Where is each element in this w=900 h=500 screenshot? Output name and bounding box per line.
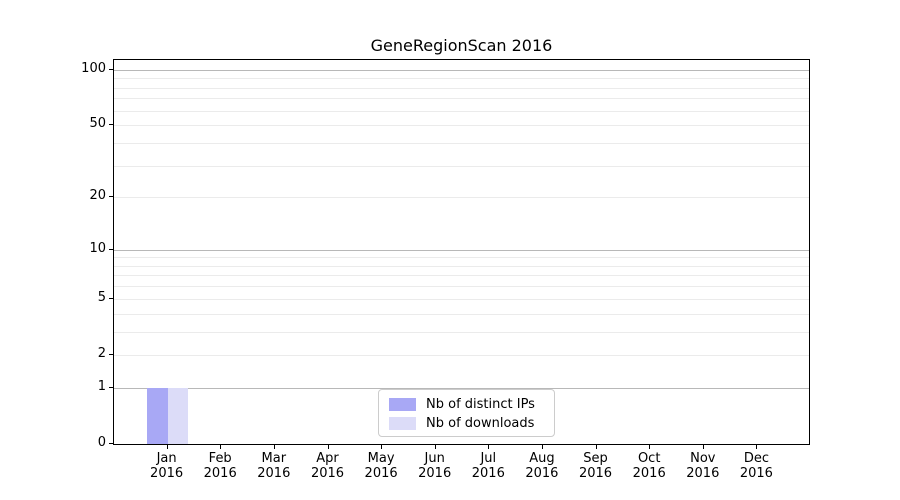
x-tick-mark — [756, 445, 758, 449]
bar-distinct-ips — [147, 387, 168, 444]
y-tick-mark — [109, 248, 113, 250]
legend-swatch-distinct-ips — [389, 398, 416, 411]
x-tick-label: Aug 2016 — [502, 451, 582, 481]
y-tick-label: 2 — [97, 345, 106, 361]
x-tick-label: Mar 2016 — [234, 451, 314, 481]
legend-label-downloads: Nb of downloads — [426, 416, 535, 431]
x-tick-month: May — [367, 451, 395, 466]
x-tick-year: 2016 — [686, 466, 720, 481]
x-tick-mark — [273, 445, 275, 449]
x-tick-label: Nov 2016 — [663, 451, 743, 481]
x-tick-year: 2016 — [257, 466, 291, 481]
x-tick-year: 2016 — [310, 466, 345, 481]
x-tick-year: 2016 — [364, 466, 398, 481]
x-tick-mark — [220, 445, 222, 449]
x-tick-label: Jul 2016 — [448, 451, 528, 481]
x-tick-year: 2016 — [578, 466, 613, 481]
legend-item-downloads: Nb of downloads — [379, 414, 554, 433]
x-tick-label: Feb 2016 — [180, 451, 260, 481]
legend-label-distinct-ips: Nb of distinct IPs — [426, 397, 535, 412]
x-tick-month: Nov — [690, 451, 716, 466]
gridline-major — [114, 249, 809, 251]
gridline-minor — [114, 313, 809, 315]
y-tick-mark — [109, 196, 113, 198]
gridline-minor — [114, 110, 809, 112]
x-tick-mark — [166, 445, 168, 449]
gridline-minor — [114, 98, 809, 100]
y-tick-label: 5 — [97, 289, 106, 305]
x-tick-year: 2016 — [525, 466, 559, 481]
x-tick-month: Aug — [529, 451, 555, 466]
x-tick-mark — [649, 445, 651, 449]
gridline-minor — [114, 125, 809, 127]
legend: Nb of distinct IPs Nb of downloads — [378, 389, 555, 437]
y-tick-label: 10 — [89, 240, 106, 256]
gridline-minor — [114, 197, 809, 199]
x-tick-month: Sep — [583, 451, 608, 466]
y-tick-mark — [109, 443, 113, 444]
gridline-minor — [114, 331, 809, 333]
y-tick-label: 1 — [97, 378, 106, 394]
bar-downloads — [167, 387, 189, 444]
gridline-minor — [114, 78, 809, 80]
x-tick-month: Oct — [637, 451, 661, 466]
x-tick-month: Jul — [480, 451, 497, 466]
gridline-minor — [114, 265, 809, 267]
gridline-minor — [114, 257, 809, 259]
gridline-minor — [114, 165, 809, 167]
x-tick-label: May 2016 — [341, 451, 421, 481]
x-tick-mark — [488, 445, 490, 449]
x-tick-month: Apr — [316, 451, 339, 466]
x-tick-mark — [381, 445, 383, 449]
x-tick-month: Feb — [208, 451, 232, 466]
x-tick-month: Dec — [743, 451, 769, 466]
legend-item-distinct-ips: Nb of distinct IPs — [379, 395, 554, 414]
plot-area — [113, 59, 810, 445]
x-tick-year: 2016 — [418, 466, 452, 481]
x-tick-mark — [595, 445, 597, 449]
x-tick-mark — [327, 445, 329, 449]
x-tick-month: Jan — [156, 451, 177, 466]
gridline-major — [114, 387, 809, 389]
x-tick-label: Sep 2016 — [556, 451, 636, 481]
gridline-minor — [114, 286, 809, 288]
gridline-minor — [114, 87, 809, 89]
x-tick-label: Apr 2016 — [288, 451, 368, 481]
x-tick-year: 2016 — [632, 466, 666, 481]
x-tick-label: Oct 2016 — [609, 451, 689, 481]
x-tick-label: Jan 2016 — [127, 451, 207, 481]
x-tick-year: 2016 — [471, 466, 505, 481]
gridline-minor — [114, 275, 809, 277]
x-tick-mark — [702, 445, 704, 449]
legend-swatch-downloads — [389, 417, 416, 430]
x-tick-year: 2016 — [150, 466, 184, 481]
y-tick-label: 50 — [89, 116, 106, 132]
y-tick-label: 0 — [97, 435, 106, 450]
x-tick-month: Jun — [424, 451, 445, 466]
y-tick-mark — [109, 353, 113, 355]
y-tick-mark — [109, 386, 113, 388]
x-tick-year: 2016 — [203, 466, 237, 481]
x-tick-label: Dec 2016 — [716, 451, 796, 481]
y-tick-mark — [109, 124, 113, 126]
x-tick-year: 2016 — [739, 466, 773, 481]
chart-title: GeneRegionScan 2016 — [370, 36, 553, 55]
x-tick-mark — [541, 445, 543, 449]
y-tick-mark — [109, 68, 113, 70]
x-tick-label: Jun 2016 — [395, 451, 475, 481]
gridline-major — [114, 69, 809, 71]
y-tick-label: 100 — [81, 60, 106, 76]
x-tick-month: Mar — [261, 451, 287, 466]
gridline-minor — [114, 142, 809, 144]
y-tick-mark — [109, 297, 113, 299]
gridline-minor — [114, 298, 809, 300]
y-tick-label: 20 — [89, 188, 106, 204]
x-tick-mark — [434, 445, 436, 449]
gridline-minor — [114, 354, 809, 356]
